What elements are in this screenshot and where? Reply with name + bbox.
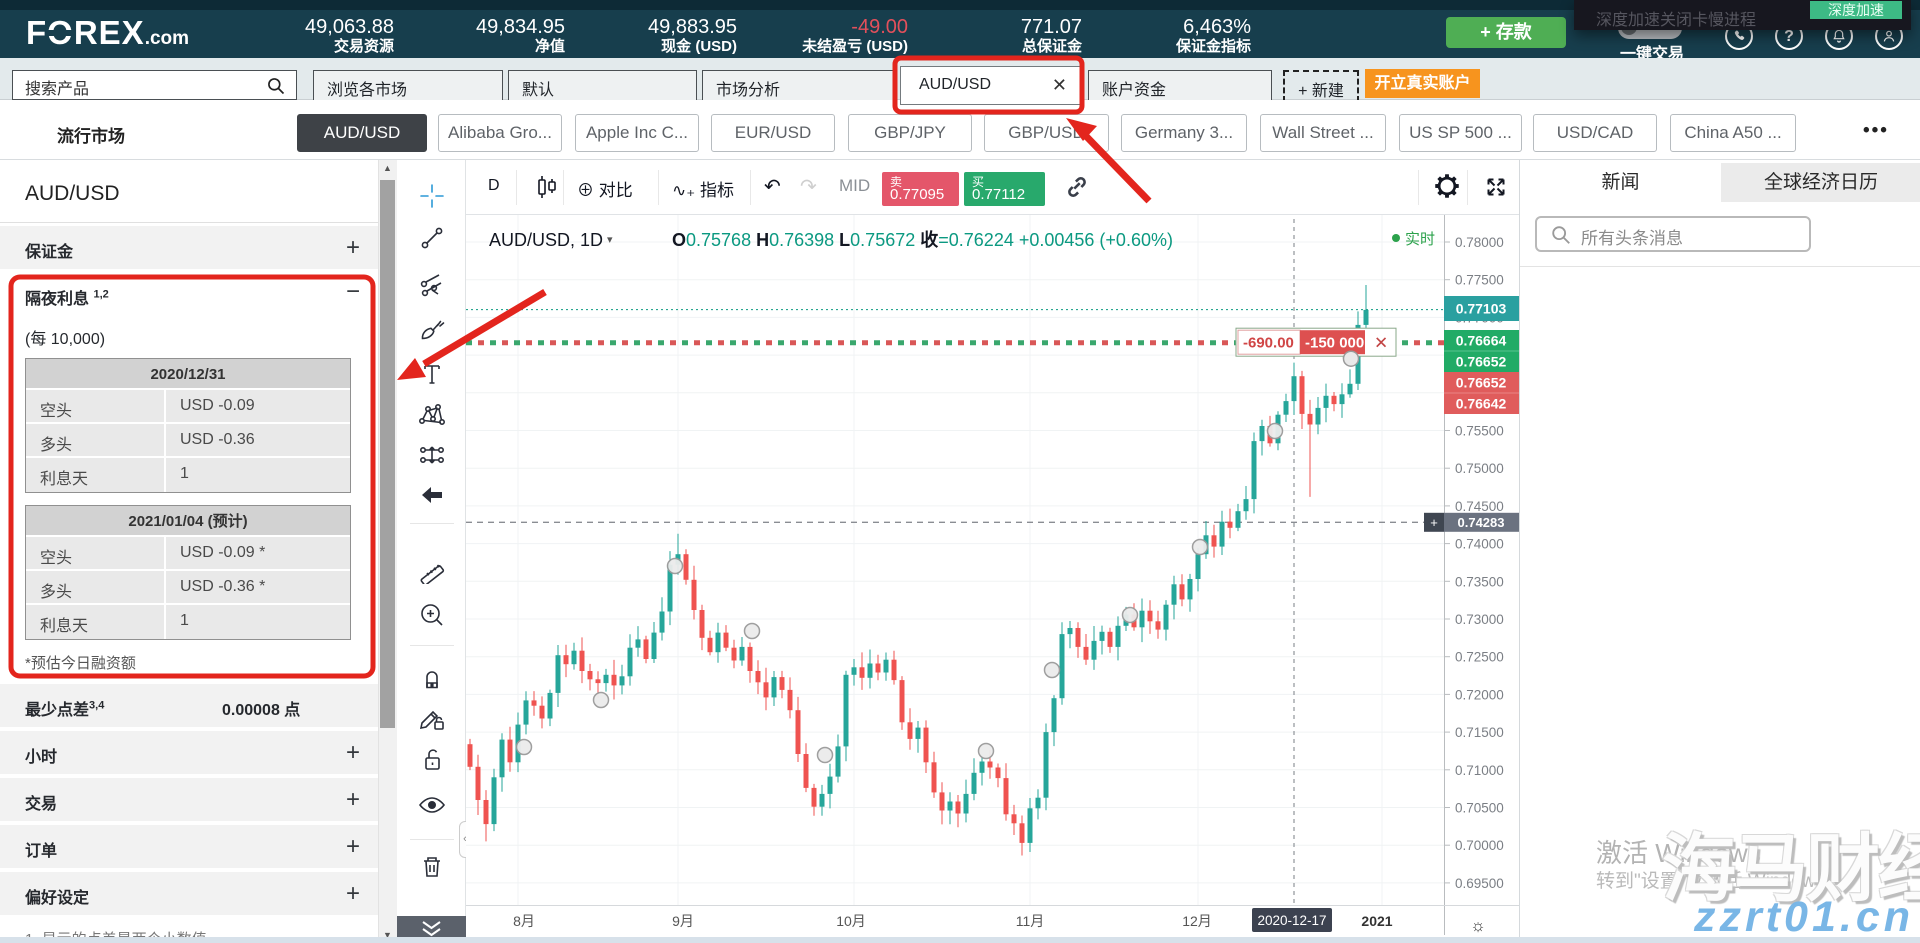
svg-text:-690.00: -690.00 [1243,335,1294,352]
svg-text:0.77103: 0.77103 [1456,301,1507,317]
svg-text:▾: ▾ [607,234,613,246]
svg-text:☼: ☼ [1470,916,1486,935]
svg-text:10月: 10月 [836,913,866,929]
svg-text:0.71000: 0.71000 [1455,763,1504,778]
svg-text:-150 000: -150 000 [1305,335,1364,352]
svg-text:0.69500: 0.69500 [1455,876,1504,891]
svg-text:0.78000: 0.78000 [1455,235,1504,250]
svg-text:0.76652: 0.76652 [1456,354,1507,370]
svg-text:✕: ✕ [1374,334,1388,353]
svg-text:0.74500: 0.74500 [1455,499,1504,514]
svg-text:0.74283: 0.74283 [1458,515,1505,530]
svg-text:9月: 9月 [672,913,694,929]
svg-text:0.76642: 0.76642 [1456,396,1507,412]
svg-text:0.71500: 0.71500 [1455,725,1504,740]
svg-text:2021: 2021 [1361,913,1392,929]
svg-text:0.75500: 0.75500 [1455,424,1504,439]
svg-text:O0.75768 H0.76398 L0.75672 收=0: O0.75768 H0.76398 L0.75672 收=0.76224 +0.… [672,229,1173,250]
svg-text:12月: 12月 [1182,913,1212,929]
svg-text:0.74000: 0.74000 [1455,537,1504,552]
svg-text:+: + [1430,515,1438,530]
svg-text:0.77500: 0.77500 [1455,273,1504,288]
svg-text:0.76652: 0.76652 [1456,375,1507,391]
svg-text:2020-12-17: 2020-12-17 [1257,913,1326,928]
svg-text:0.72000: 0.72000 [1455,687,1504,702]
svg-text:8月: 8月 [513,913,535,929]
svg-text:0.73500: 0.73500 [1455,574,1504,589]
svg-text:0.75000: 0.75000 [1455,461,1504,476]
svg-text:0.72500: 0.72500 [1455,650,1504,665]
svg-text:0.70000: 0.70000 [1455,838,1504,853]
svg-text:实时: 实时 [1405,231,1435,248]
svg-text:11月: 11月 [1016,913,1045,929]
svg-text:0.73000: 0.73000 [1455,612,1504,627]
svg-text:AUD/USD, 1D: AUD/USD, 1D [489,230,603,250]
svg-text:0.76664: 0.76664 [1456,333,1507,349]
svg-text:0.70500: 0.70500 [1455,801,1504,816]
